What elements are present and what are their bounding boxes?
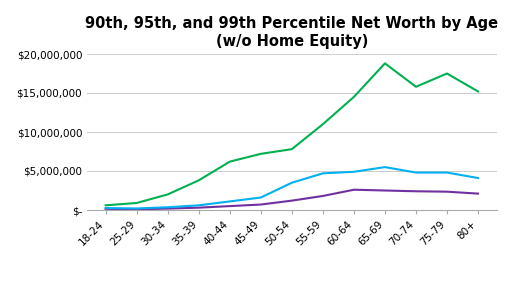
95th Percentile	[382, 165, 388, 169]
95th Percentile	[475, 176, 481, 180]
95th Percentile	[102, 206, 109, 210]
90th Percentile	[196, 206, 202, 209]
95th Percentile	[258, 196, 264, 199]
99th Percentile	[351, 95, 357, 99]
90th Percentile	[258, 203, 264, 206]
99th Percentile	[413, 85, 419, 88]
95th Percentile	[320, 172, 326, 175]
95th Percentile	[227, 200, 233, 203]
99th Percentile	[134, 201, 140, 205]
99th Percentile	[444, 72, 450, 75]
90th Percentile	[351, 188, 357, 191]
95th Percentile	[351, 170, 357, 174]
95th Percentile	[289, 181, 295, 184]
90th Percentile	[413, 190, 419, 193]
95th Percentile	[196, 203, 202, 207]
99th Percentile	[475, 90, 481, 93]
99th Percentile	[102, 203, 109, 207]
90th Percentile	[444, 190, 450, 194]
99th Percentile	[382, 61, 388, 65]
95th Percentile	[165, 206, 171, 209]
90th Percentile	[102, 207, 109, 211]
99th Percentile	[196, 178, 202, 182]
Line: 90th Percentile: 90th Percentile	[105, 190, 478, 209]
95th Percentile	[413, 171, 419, 174]
90th Percentile	[320, 194, 326, 198]
Line: 95th Percentile: 95th Percentile	[105, 167, 478, 208]
99th Percentile	[165, 193, 171, 196]
99th Percentile	[258, 152, 264, 156]
99th Percentile	[320, 122, 326, 126]
95th Percentile	[444, 171, 450, 174]
95th Percentile	[134, 207, 140, 210]
90th Percentile	[475, 192, 481, 195]
99th Percentile	[227, 160, 233, 164]
99th Percentile	[289, 147, 295, 151]
90th Percentile	[134, 207, 140, 211]
90th Percentile	[165, 207, 171, 210]
90th Percentile	[289, 199, 295, 202]
90th Percentile	[382, 189, 388, 192]
90th Percentile	[227, 204, 233, 208]
Line: 99th Percentile: 99th Percentile	[105, 63, 478, 205]
Title: 90th, 95th, and 99th Percentile Net Worth by Age
(w/o Home Equity): 90th, 95th, and 99th Percentile Net Wort…	[86, 16, 498, 49]
